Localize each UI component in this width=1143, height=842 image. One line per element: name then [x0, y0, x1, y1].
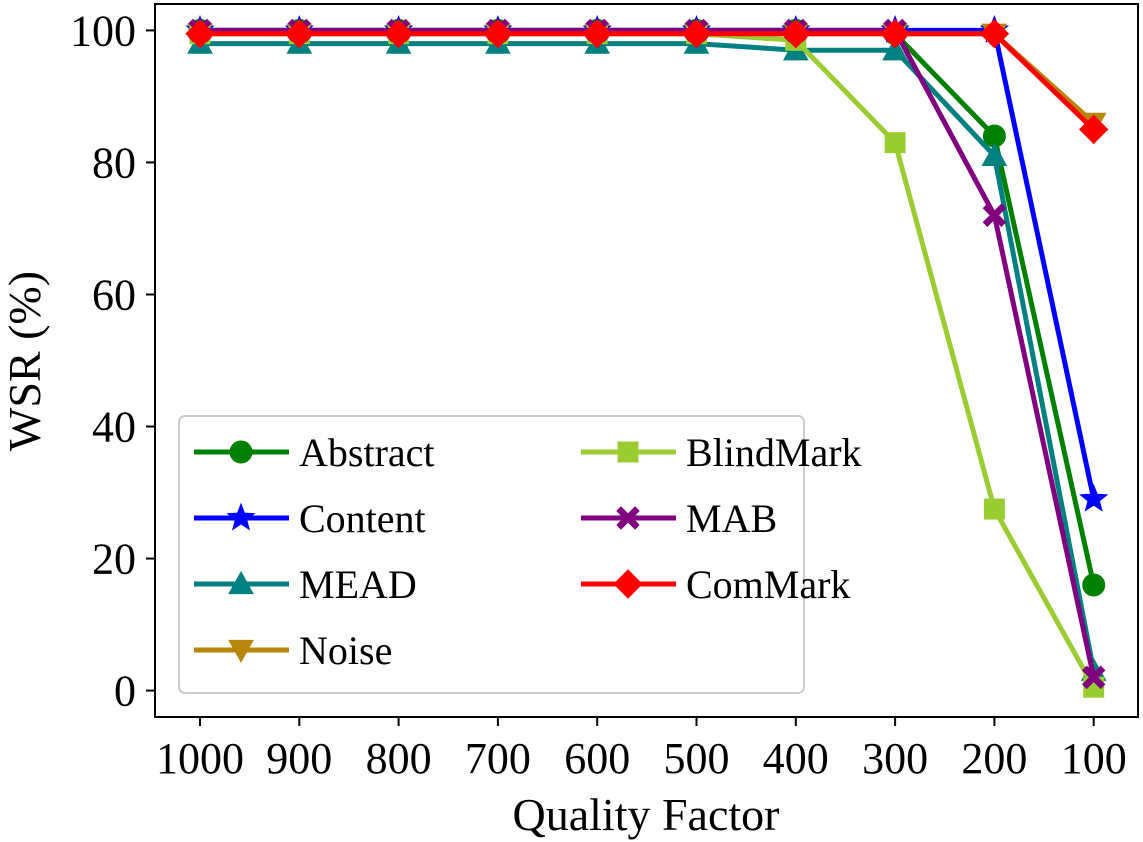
- data-point-mead: [981, 142, 1008, 166]
- legend-item-abstract: Abstract: [194, 430, 435, 475]
- legend-item-commark: ComMark: [581, 562, 850, 607]
- y-axis-title: WSR (%): [0, 271, 50, 451]
- data-point-commark: [383, 19, 414, 49]
- data-point-commark: [781, 19, 811, 49]
- legend-item-mab: MAB: [581, 496, 777, 541]
- data-point-commark: [880, 19, 910, 49]
- legend-label: MAB: [686, 496, 777, 541]
- data-point-commark: [483, 19, 513, 49]
- x-tick-label: 100: [1061, 734, 1127, 783]
- series-line-commark: [200, 31, 1096, 132]
- x-tick-label: 500: [664, 734, 730, 783]
- data-point-abstract: [1082, 573, 1106, 597]
- legend-marker: [229, 440, 253, 464]
- legend-item-mead: MEAD: [194, 562, 417, 607]
- ticks-layer: 1000 900 800 700 600 500 400 300 200 100020406080…: [70, 6, 1127, 783]
- legend-item-content: Content: [194, 496, 426, 541]
- data-point-mab: [1081, 665, 1106, 690]
- series-line-noise: [200, 31, 1096, 125]
- legend-marker: [226, 502, 256, 531]
- x-tick-label: 1000: [156, 734, 244, 783]
- data-point-mead: [882, 37, 908, 61]
- legend-label: ComMark: [686, 562, 850, 607]
- x-tick-label: 600: [564, 734, 630, 783]
- data-point-blindmark: [884, 132, 906, 154]
- plot-frame: [154, 3, 1139, 718]
- data-point-commark: [1078, 114, 1109, 145]
- data-point-commark: [681, 19, 712, 49]
- legend-item-blindmark: BlindMark: [581, 430, 862, 475]
- legend-marker: [617, 441, 639, 463]
- legend-marker: [228, 639, 254, 664]
- legend-label: Abstract: [299, 430, 435, 475]
- legend-label: MEAD: [299, 562, 417, 607]
- x-tick-label: 300: [862, 734, 928, 783]
- y-tick-label: 60: [92, 270, 136, 319]
- data-point-commark: [979, 19, 1010, 49]
- x-axis-title: Quality Factor: [513, 789, 780, 840]
- legend-frame: [178, 415, 805, 694]
- legend-label: Content: [299, 496, 426, 541]
- series-line-mab: [200, 27, 1097, 678]
- y-tick-label: 0: [114, 667, 136, 716]
- legend: Abstract BlindMark Content MAB MEAD ComMark No…: [178, 415, 862, 694]
- data-point-blindmark: [983, 498, 1005, 520]
- data-point-commark: [284, 19, 315, 49]
- legend-label: BlindMark: [686, 430, 862, 475]
- y-tick-label: 40: [92, 403, 136, 452]
- data-point-commark: [582, 19, 612, 49]
- data-point-mab: [982, 203, 1007, 227]
- legend-item-noise: Noise: [194, 628, 392, 673]
- data-point-content: [1079, 483, 1109, 512]
- series-line-mead: [200, 41, 1097, 672]
- x-tick-label: 700: [465, 734, 531, 783]
- y-tick-label: 20: [92, 535, 136, 584]
- data-point-commark: [185, 19, 215, 49]
- series-noise: [187, 23, 1107, 136]
- legend-marker: [616, 506, 640, 530]
- legend-marker: [613, 569, 643, 599]
- x-tick-label: 200: [961, 734, 1027, 783]
- legend-label: Noise: [299, 628, 392, 673]
- legend-marker: [228, 570, 254, 595]
- x-tick-label: 900: [266, 734, 332, 783]
- series-commark: [185, 19, 1109, 145]
- series-layer: [185, 15, 1109, 698]
- x-tick-label: 400: [763, 734, 829, 783]
- y-tick-label: 100: [70, 6, 136, 55]
- x-tick-label: 800: [366, 734, 432, 783]
- y-tick-label: 80: [92, 138, 136, 187]
